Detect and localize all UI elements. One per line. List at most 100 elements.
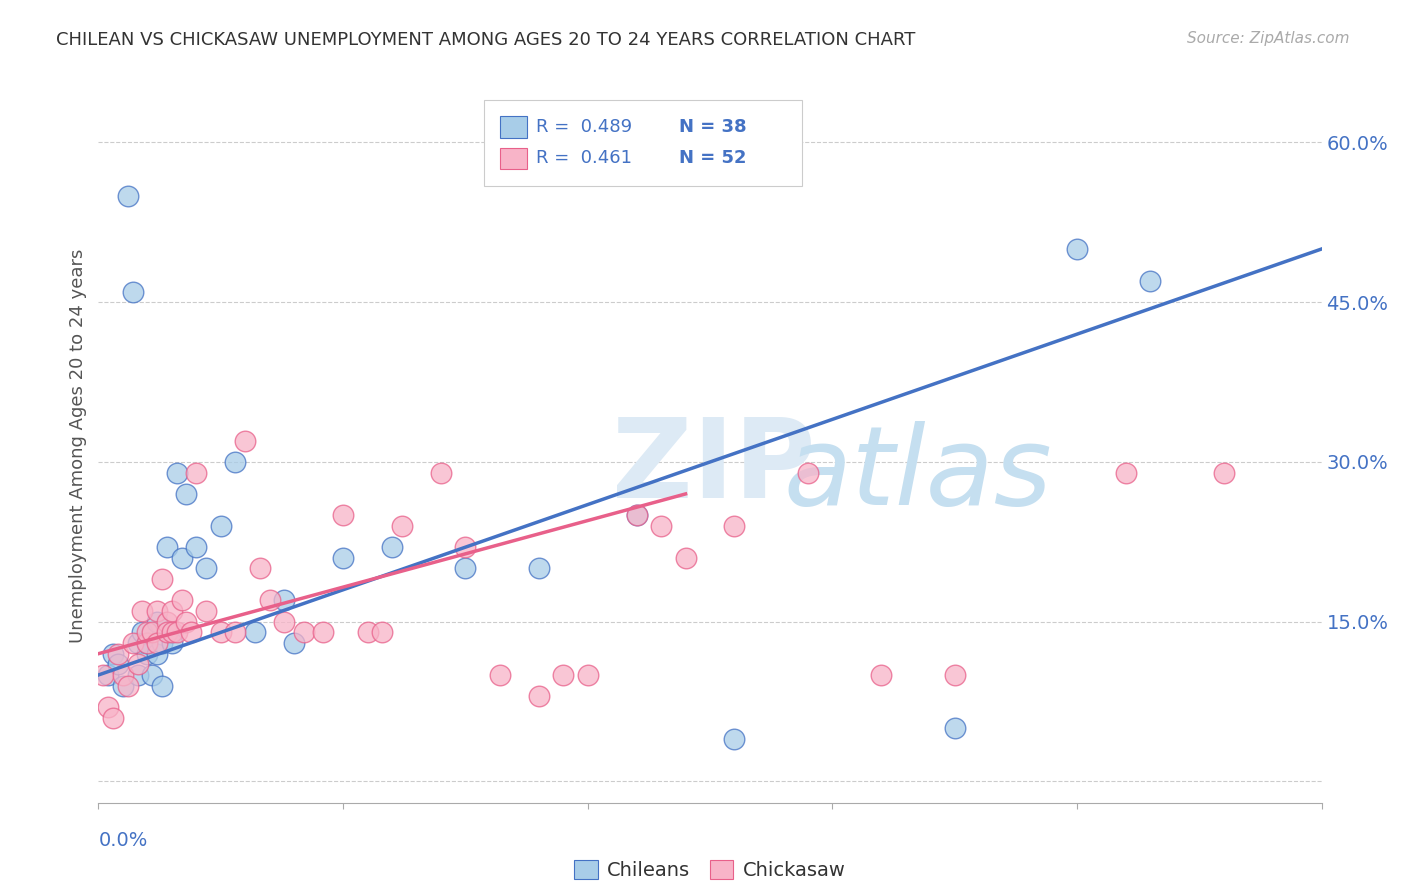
Point <box>146 636 169 650</box>
Point <box>870 668 893 682</box>
Point <box>1212 466 1234 480</box>
Point <box>156 615 179 629</box>
Point <box>943 721 966 735</box>
Point <box>626 508 648 523</box>
Point <box>150 572 173 586</box>
Text: R =  0.489: R = 0.489 <box>536 118 633 136</box>
Point <box>176 487 198 501</box>
Point <box>283 636 305 650</box>
Point <box>224 625 246 640</box>
Point <box>150 636 173 650</box>
Point <box>488 668 510 682</box>
Text: 0.0%: 0.0% <box>98 831 148 850</box>
Point <box>650 519 672 533</box>
Point <box>117 188 139 202</box>
Point <box>160 625 183 640</box>
Point <box>146 647 169 661</box>
Point <box>117 679 139 693</box>
Point <box>356 625 378 640</box>
Point <box>150 679 173 693</box>
Point <box>454 561 477 575</box>
Point <box>249 561 271 575</box>
Text: R =  0.461: R = 0.461 <box>536 150 633 168</box>
Point <box>1139 274 1161 288</box>
Point <box>224 455 246 469</box>
Text: Source: ZipAtlas.com: Source: ZipAtlas.com <box>1187 31 1350 46</box>
Point <box>101 647 124 661</box>
Point <box>91 668 114 682</box>
Point <box>186 540 208 554</box>
Point <box>127 636 149 650</box>
Point <box>723 731 745 746</box>
Point <box>391 519 413 533</box>
Point <box>209 625 232 640</box>
Point <box>675 550 697 565</box>
Point <box>243 625 266 640</box>
Point <box>146 604 169 618</box>
Point <box>97 668 120 682</box>
Point <box>176 615 198 629</box>
Point <box>136 636 159 650</box>
Point <box>136 636 159 650</box>
Text: N = 52: N = 52 <box>679 150 747 168</box>
Point <box>141 668 163 682</box>
Point <box>233 434 256 448</box>
Point <box>141 625 163 640</box>
Point <box>170 593 193 607</box>
Point <box>371 625 394 640</box>
Point <box>381 540 404 554</box>
Point <box>156 625 179 640</box>
Point <box>527 561 550 575</box>
Text: N = 38: N = 38 <box>679 118 747 136</box>
Point <box>136 647 159 661</box>
Point <box>332 550 354 565</box>
Point <box>430 466 453 480</box>
FancyBboxPatch shape <box>484 100 801 186</box>
Point <box>553 668 575 682</box>
Point <box>292 625 315 640</box>
Point <box>160 604 183 618</box>
Point <box>943 668 966 682</box>
Point <box>186 466 208 480</box>
Point <box>797 466 820 480</box>
Text: CHILEAN VS CHICKASAW UNEMPLOYMENT AMONG AGES 20 TO 24 YEARS CORRELATION CHART: CHILEAN VS CHICKASAW UNEMPLOYMENT AMONG … <box>56 31 915 49</box>
Point <box>127 657 149 672</box>
Point <box>160 636 183 650</box>
Point <box>195 561 218 575</box>
Point <box>1066 242 1088 256</box>
Point <box>111 668 134 682</box>
Point <box>332 508 354 523</box>
Point <box>121 285 143 299</box>
Point <box>180 625 202 640</box>
Point <box>259 593 281 607</box>
Point <box>527 690 550 704</box>
FancyBboxPatch shape <box>499 116 527 137</box>
Point <box>146 615 169 629</box>
Point <box>131 625 153 640</box>
Point <box>626 508 648 523</box>
Point <box>209 519 232 533</box>
Point <box>1115 466 1137 480</box>
Point <box>121 636 143 650</box>
Point <box>170 550 193 565</box>
Legend: Chileans, Chickasaw: Chileans, Chickasaw <box>567 852 853 888</box>
Text: ZIP: ZIP <box>612 414 815 521</box>
Point <box>273 615 295 629</box>
Point <box>127 668 149 682</box>
Point <box>101 710 124 724</box>
Point <box>97 700 120 714</box>
Point <box>312 625 335 640</box>
Point <box>156 540 179 554</box>
Point <box>166 466 188 480</box>
Text: atlas: atlas <box>783 421 1052 528</box>
Point <box>454 540 477 554</box>
Y-axis label: Unemployment Among Ages 20 to 24 years: Unemployment Among Ages 20 to 24 years <box>69 249 87 643</box>
Point <box>111 679 134 693</box>
Point <box>131 604 153 618</box>
Point <box>723 519 745 533</box>
Point <box>195 604 218 618</box>
FancyBboxPatch shape <box>499 148 527 169</box>
Point <box>107 647 129 661</box>
Point <box>166 625 188 640</box>
Point <box>136 625 159 640</box>
